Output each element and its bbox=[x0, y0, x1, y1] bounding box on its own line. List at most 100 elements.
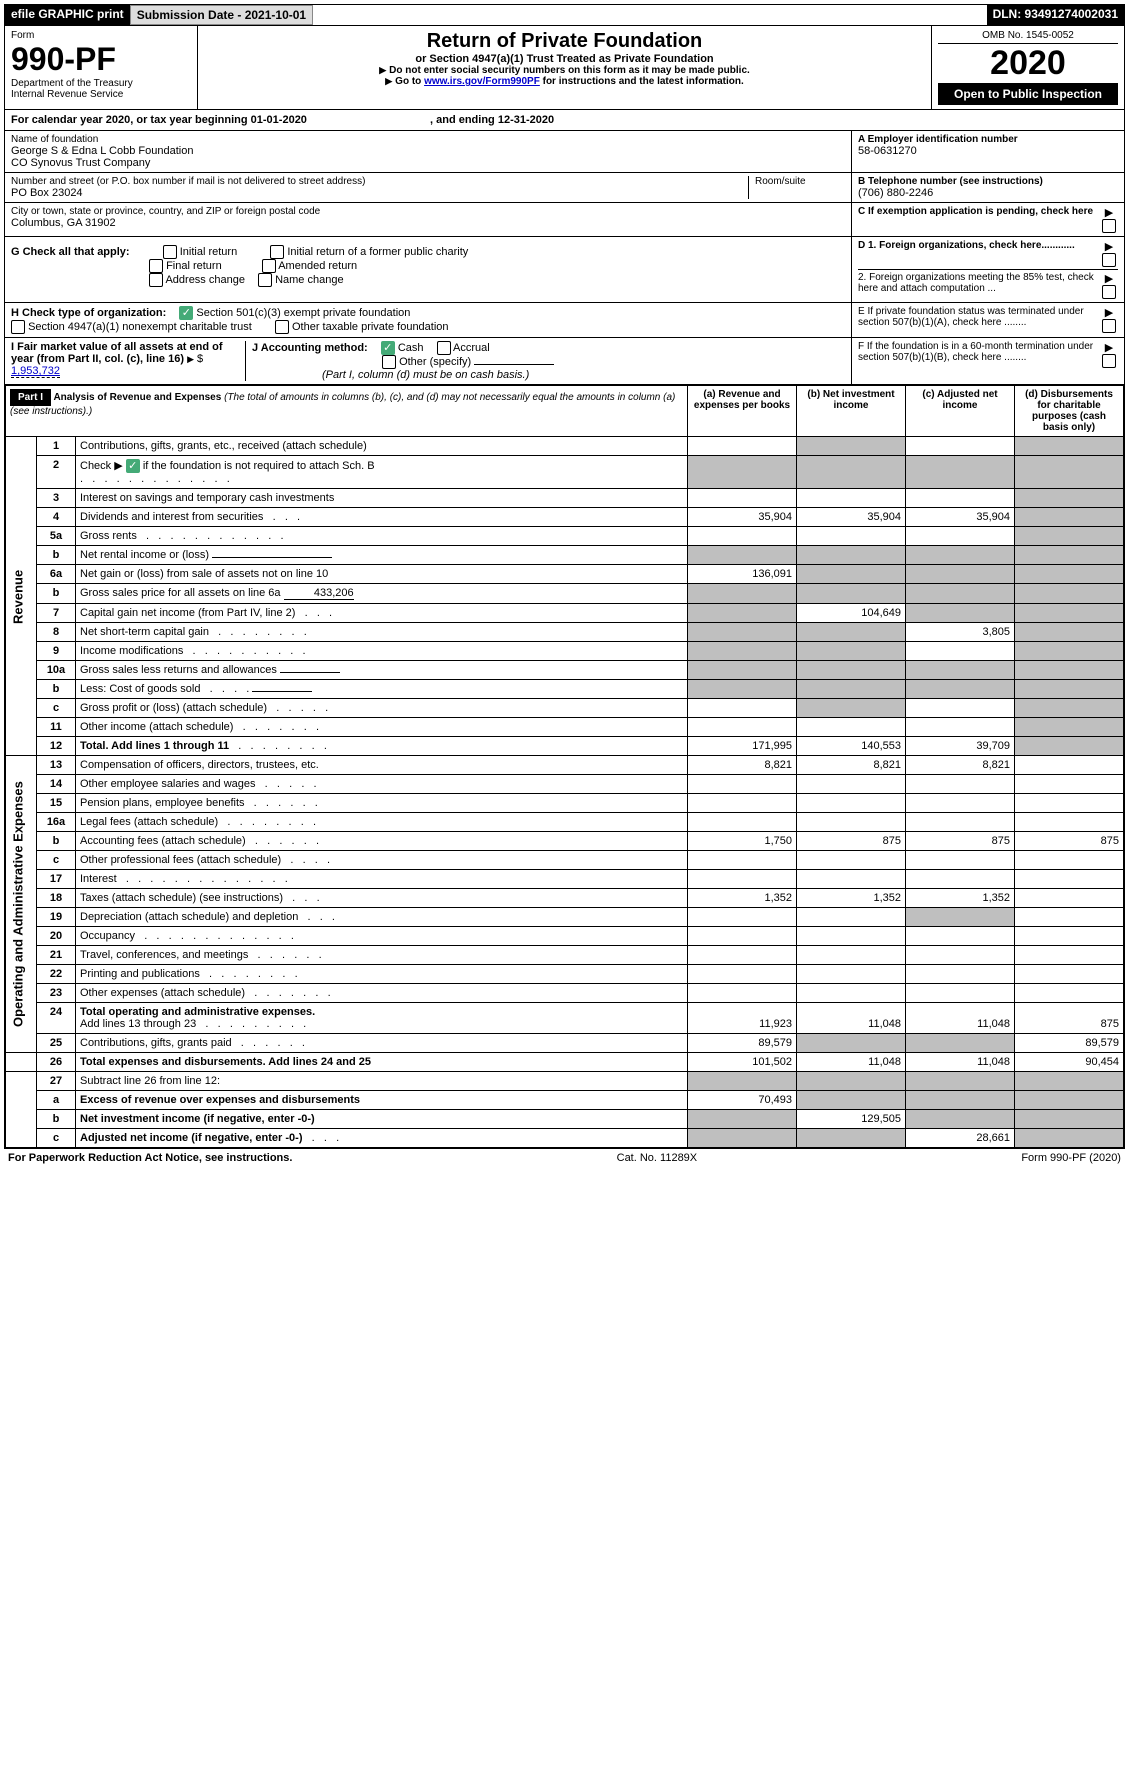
line-16b: bAccounting fees (attach schedule) . . .… bbox=[6, 832, 1124, 851]
box-d2-checkbox[interactable] bbox=[1102, 285, 1116, 299]
line-22: 22Printing and publications . . . . . . … bbox=[6, 965, 1124, 984]
line-15: 15Pension plans, employee benefits . . .… bbox=[6, 794, 1124, 813]
g-label: G Check all that apply: bbox=[11, 246, 130, 258]
box-e-checkbox[interactable] bbox=[1102, 319, 1116, 333]
phone-value: (706) 880-2246 bbox=[858, 187, 1118, 199]
box-d1-checkbox[interactable] bbox=[1102, 253, 1116, 267]
box-f-checkbox[interactable] bbox=[1102, 354, 1116, 368]
line-5a: 5aGross rents . . . . . . . . . . . . bbox=[6, 527, 1124, 546]
address-value: PO Box 23024 bbox=[11, 187, 742, 199]
line-13: Operating and Administrative Expenses 13… bbox=[6, 756, 1124, 775]
initial-former-checkbox[interactable] bbox=[270, 245, 284, 259]
col-c-header: (c) Adjusted net income bbox=[906, 386, 1015, 437]
g-d-row: G Check all that apply: Initial return I… bbox=[5, 237, 1124, 303]
ein-value: 58-0631270 bbox=[858, 145, 1118, 157]
col-b-header: (b) Net investment income bbox=[797, 386, 906, 437]
line-27: 27Subtract line 26 from line 12: bbox=[6, 1072, 1124, 1091]
note-goto: Go to www.irs.gov/Form990PF for instruct… bbox=[204, 76, 925, 87]
city-exemption-row: City or town, state or province, country… bbox=[5, 203, 1124, 237]
other-taxable-checkbox[interactable] bbox=[275, 320, 289, 334]
part-i-title: Analysis of Revenue and Expenses bbox=[53, 392, 221, 403]
line-14: 14Other employee salaries and wages . . … bbox=[6, 775, 1124, 794]
line-6a: 6aNet gain or (loss) from sale of assets… bbox=[6, 565, 1124, 584]
d1-label: D 1. Foreign organizations, check here..… bbox=[858, 240, 1100, 267]
line-8: 8Net short-term capital gain . . . . . .… bbox=[6, 623, 1124, 642]
submission-date: Submission Date - 2021-10-01 bbox=[130, 5, 313, 25]
form-container: efile GRAPHIC print Submission Date - 20… bbox=[4, 4, 1125, 1149]
form-header: Form 990-PF Department of the Treasury I… bbox=[5, 26, 1124, 110]
page-footer: For Paperwork Reduction Act Notice, see … bbox=[4, 1149, 1125, 1167]
omb-number: OMB No. 1545-0052 bbox=[938, 30, 1118, 44]
line-4: 4Dividends and interest from securities … bbox=[6, 508, 1124, 527]
line-6b: bGross sales price for all assets on lin… bbox=[6, 584, 1124, 604]
form-label: Form bbox=[11, 30, 191, 41]
line-23: 23Other expenses (attach schedule) . . .… bbox=[6, 984, 1124, 1003]
line-24: 24Total operating and administrative exp… bbox=[6, 1003, 1124, 1034]
calendar-year-row: For calendar year 2020, or tax year begi… bbox=[5, 110, 1124, 131]
e-label: E If private foundation status was termi… bbox=[858, 306, 1100, 334]
accrual-checkbox[interactable] bbox=[437, 341, 451, 355]
name-label: Name of foundation bbox=[11, 134, 845, 145]
line-2: 2Check ▶ ✓ if the foundation is not requ… bbox=[6, 456, 1124, 489]
final-return-checkbox[interactable] bbox=[149, 259, 163, 273]
dln-label: DLN: 93491274002031 bbox=[987, 5, 1124, 25]
form-subtitle: or Section 4947(a)(1) Trust Treated as P… bbox=[204, 53, 925, 65]
line-19: 19Depreciation (attach schedule) and dep… bbox=[6, 908, 1124, 927]
foundation-name-2: CO Synovus Trust Company bbox=[11, 157, 845, 169]
address-phone-row: Number and street (or P.O. box number if… bbox=[5, 173, 1124, 203]
efile-button[interactable]: efile GRAPHIC print bbox=[5, 5, 130, 25]
line-1: Revenue 1Contributions, gifts, grants, e… bbox=[6, 437, 1124, 456]
line-16c: cOther professional fees (attach schedul… bbox=[6, 851, 1124, 870]
i-j-f-row: I Fair market value of all assets at end… bbox=[5, 338, 1124, 385]
other-method-checkbox[interactable] bbox=[382, 355, 396, 369]
top-bar: efile GRAPHIC print Submission Date - 20… bbox=[5, 5, 1124, 26]
line-27b: bNet investment income (if negative, ent… bbox=[6, 1110, 1124, 1129]
tax-year: 2020 bbox=[938, 44, 1118, 83]
line-18: 18Taxes (attach schedule) (see instructi… bbox=[6, 889, 1124, 908]
h-label: H Check type of organization: bbox=[11, 307, 166, 319]
line-11: 11Other income (attach schedule) . . . .… bbox=[6, 718, 1124, 737]
line-17: 17Interest . . . . . . . . . . . . . . bbox=[6, 870, 1124, 889]
footer-center: Cat. No. 11289X bbox=[617, 1152, 698, 1164]
d2-label: 2. Foreign organizations meeting the 85%… bbox=[858, 272, 1100, 299]
sch-b-checkbox[interactable]: ✓ bbox=[126, 459, 140, 473]
form-number: 990-PF bbox=[11, 41, 191, 78]
line-10a: 10aGross sales less returns and allowanc… bbox=[6, 661, 1124, 680]
j-label: J Accounting method: bbox=[252, 342, 368, 354]
line-9: 9Income modifications . . . . . . . . . … bbox=[6, 642, 1124, 661]
city-label: City or town, state or province, country… bbox=[11, 206, 845, 217]
line-27a: aExcess of revenue over expenses and dis… bbox=[6, 1091, 1124, 1110]
irs-label: Internal Revenue Service bbox=[11, 89, 191, 100]
f-label: F If the foundation is in a 60-month ter… bbox=[858, 341, 1100, 381]
j-note: (Part I, column (d) must be on cash basi… bbox=[322, 369, 529, 381]
revenue-side-label: Revenue bbox=[6, 437, 37, 756]
line-27c: cAdjusted net income (if negative, enter… bbox=[6, 1129, 1124, 1148]
room-suite-label: Room/suite bbox=[749, 176, 845, 199]
line-3: 3Interest on savings and temporary cash … bbox=[6, 489, 1124, 508]
name-change-checkbox[interactable] bbox=[258, 273, 272, 287]
addr-label: Number and street (or P.O. box number if… bbox=[11, 176, 742, 187]
line-10c: cGross profit or (loss) (attach schedule… bbox=[6, 699, 1124, 718]
501c3-checkbox[interactable]: ✓ bbox=[179, 306, 193, 320]
dept-treasury: Department of the Treasury bbox=[11, 78, 191, 89]
irs-link[interactable]: www.irs.gov/Form990PF bbox=[424, 76, 540, 87]
amended-return-checkbox[interactable] bbox=[262, 259, 276, 273]
4947-checkbox[interactable] bbox=[11, 320, 25, 334]
part-i-label: Part I bbox=[10, 389, 51, 406]
initial-return-checkbox[interactable] bbox=[163, 245, 177, 259]
form-title: Return of Private Foundation bbox=[204, 30, 925, 53]
cash-checkbox[interactable]: ✓ bbox=[381, 341, 395, 355]
foundation-name-1: George S & Edna L Cobb Foundation bbox=[11, 145, 845, 157]
address-change-checkbox[interactable] bbox=[149, 273, 163, 287]
line-5b: bNet rental income or (loss) bbox=[6, 546, 1124, 565]
col-a-header: (a) Revenue and expenses per books bbox=[688, 386, 797, 437]
fmv-value[interactable]: 1,953,732 bbox=[11, 365, 60, 378]
phone-label: B Telephone number (see instructions) bbox=[858, 176, 1118, 187]
footer-right: Form 990-PF (2020) bbox=[1021, 1152, 1121, 1164]
exemption-pending-label: C If exemption application is pending, c… bbox=[858, 206, 1100, 233]
box-c-checkbox[interactable] bbox=[1102, 219, 1116, 233]
h-e-row: H Check type of organization: ✓ Section … bbox=[5, 303, 1124, 338]
col-d-header: (d) Disbursements for charitable purpose… bbox=[1015, 386, 1124, 437]
part-i-table: Part I Analysis of Revenue and Expenses … bbox=[5, 385, 1124, 1148]
open-public-badge: Open to Public Inspection bbox=[938, 83, 1118, 105]
